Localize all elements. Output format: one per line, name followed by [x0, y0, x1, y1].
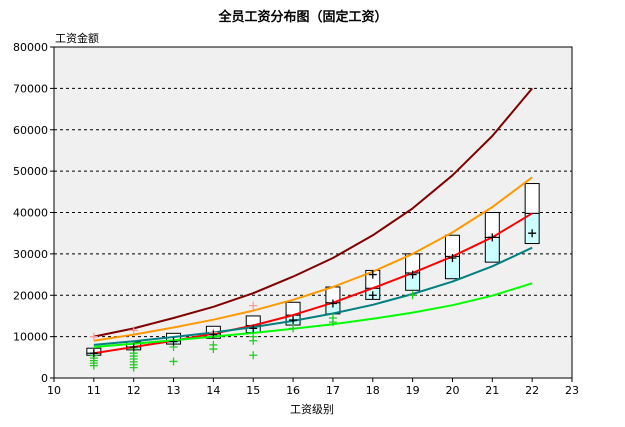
data-point-black: [488, 233, 497, 242]
y-tick-label: 50000: [13, 165, 48, 178]
data-point-black: [249, 324, 258, 333]
chart-title: 全员工资分布图（固定工资）: [217, 9, 387, 25]
x-tick-label: 17: [326, 384, 340, 397]
data-point-black: [289, 316, 298, 325]
x-tick-label: 18: [366, 384, 380, 397]
box-upper: [524, 183, 540, 214]
plot-layer: 0 10000 20000 30000 40000 50000 60000 70000 8000…: [13, 41, 579, 397]
x-tick-label: 23: [565, 384, 579, 397]
data-point-green: [328, 314, 337, 323]
x-tick-label: 16: [286, 384, 300, 397]
y-tick-label: 60000: [13, 124, 48, 137]
series-line: [93, 282, 533, 348]
data-point-black: [209, 330, 218, 339]
data-point-black: [528, 229, 537, 238]
data-point-black: [368, 270, 377, 279]
y-tick-label: 30000: [13, 248, 48, 261]
y-tick-label: 20000: [13, 289, 48, 302]
series-line: [93, 246, 533, 346]
x-tick-label: 22: [525, 384, 539, 397]
data-point-black: [89, 349, 98, 358]
series-line: [93, 176, 533, 342]
y-tick-label: 0: [41, 372, 48, 385]
y-tick-label: 80000: [13, 41, 48, 54]
x-axis-label: 工资级别: [290, 403, 334, 416]
data-point-black: [328, 299, 337, 308]
x-tick-label: 12: [127, 384, 141, 397]
data-point-black: [368, 291, 377, 300]
y-axis-label: 工资金额: [55, 31, 99, 45]
data-point-green: [249, 351, 258, 360]
x-tick-label: 20: [445, 384, 459, 397]
data-point-pink: [249, 301, 258, 310]
y-tick-label: 10000: [13, 331, 48, 344]
series-line: [93, 87, 533, 338]
x-tick-label: 13: [167, 384, 181, 397]
data-point-pink: [89, 332, 98, 341]
x-tick-label: 21: [485, 384, 499, 397]
data-point-black: [408, 270, 417, 279]
x-tick-label: 19: [406, 384, 420, 397]
x-tick-label: 10: [47, 384, 61, 397]
x-tick-label: 14: [206, 384, 220, 397]
x-tick-label: 11: [87, 384, 101, 397]
y-tick-label: 40000: [13, 207, 48, 220]
x-tick-label: 15: [246, 384, 260, 397]
data-point-black: [169, 337, 178, 346]
y-tick-label: 70000: [13, 82, 48, 95]
data-point-green: [209, 340, 218, 349]
data-point-green: [289, 324, 298, 333]
data-point-black: [448, 254, 457, 263]
data-point-green: [249, 332, 258, 341]
data-point-pink: [129, 326, 138, 335]
data-point-green: [408, 291, 417, 300]
box-lower: [524, 212, 540, 245]
data-point-green: [169, 357, 178, 366]
data-point-black: [129, 342, 138, 351]
